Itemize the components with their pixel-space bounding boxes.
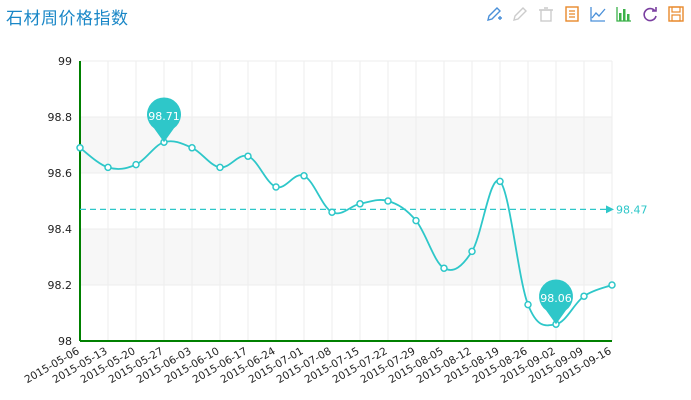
undo-mark-icon [513,7,527,21]
y-tick-label: 99 [58,55,72,68]
grid-band [80,229,612,285]
line-chart-button[interactable] [587,3,609,25]
restore-icon [643,7,657,22]
save-image-button[interactable] [665,3,687,25]
data-view-icon [565,6,579,22]
data-point [412,216,420,225]
data-view-button[interactable] [561,3,583,25]
restore-button[interactable] [639,3,661,25]
y-tick-label: 98.6 [48,167,73,180]
min-pin-marker [539,279,573,325]
data-point [188,144,196,152]
bar-chart-button[interactable] [613,3,635,25]
data-point [356,200,364,208]
data-point [440,264,448,272]
data-point [300,172,308,180]
chart-title: 石材周价格指数 [6,9,129,29]
y-tick-label: 98.4 [48,223,73,236]
data-point [244,152,252,160]
y-tick-label: 98 [58,335,72,348]
chart-toolbar [483,3,687,25]
y-tick-label: 98.8 [48,111,73,124]
max-pin-label: 98.71 [148,110,180,123]
clear-mark-button[interactable] [535,3,557,25]
data-point [328,208,336,216]
y-tick-label: 98.2 [48,279,73,292]
bar-chart-icon [616,7,631,22]
average-line-arrow [606,205,614,214]
data-point [524,300,532,309]
line-chart-icon [590,7,606,22]
data-point [272,183,280,191]
mark-button[interactable] [483,3,505,25]
save-image-icon [668,6,684,22]
data-point [608,281,616,289]
min-pin-label: 98.06 [540,292,572,305]
data-point [132,160,140,169]
clear-mark-icon [539,7,553,22]
series-line [79,140,613,327]
data-point [384,197,392,205]
data-point [76,144,84,152]
data-point [468,247,476,256]
average-line-label: 98.47 [616,203,648,216]
data-point [104,163,112,172]
data-point [496,177,504,186]
max-pin-marker [147,97,181,143]
mark-icon [487,7,502,21]
undo-mark-button[interactable] [509,3,531,25]
data-point [216,163,224,172]
data-point [580,292,588,300]
